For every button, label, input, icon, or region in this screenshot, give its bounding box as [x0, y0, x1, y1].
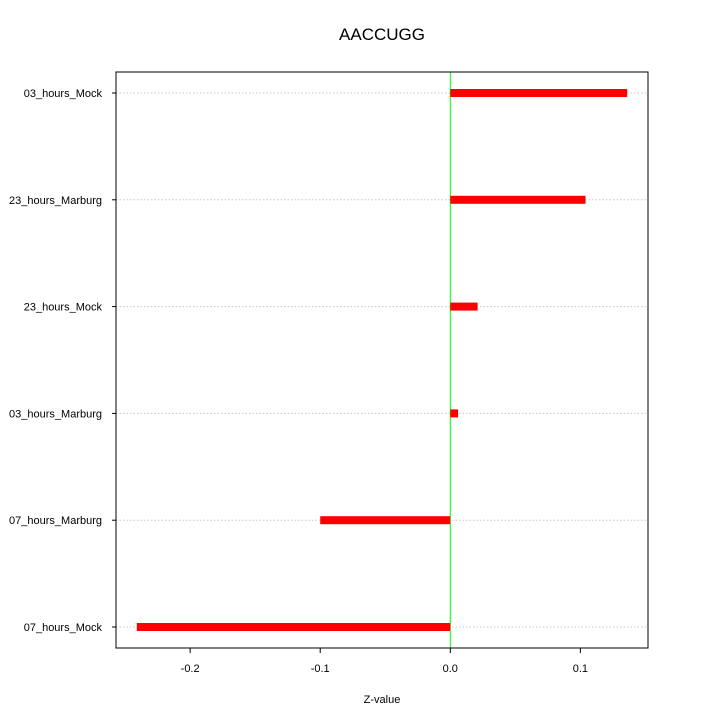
plot-frame [115, 71, 649, 649]
bar-03_hours_Mock [450, 89, 628, 97]
bar-23_hours_Marburg [450, 195, 586, 204]
grid-layer [116, 92, 648, 628]
category-label: 23_hours_Mock [24, 302, 103, 314]
bar-23_hours_Mock [450, 302, 478, 311]
x-tick-label: -0.2 [181, 663, 200, 675]
chart-title: AACCUGG [339, 25, 425, 44]
x-axis-title: Z-value [364, 694, 401, 706]
x-axis-ticks: -0.2 -0.1 0.0 0.1 [181, 648, 588, 675]
x-tick-label: 0.1 [573, 663, 588, 675]
bar-03_hours_Marburg [450, 409, 459, 418]
category-label: 03_hours_Mock [24, 88, 103, 100]
x-tick-label: -0.1 [311, 663, 330, 675]
bar-07_hours_Mock [136, 623, 451, 631]
category-label: 07_hours_Marburg [9, 515, 102, 527]
category-label: 03_hours_Marburg [9, 408, 102, 420]
x-tick-label: 0.0 [443, 663, 458, 675]
bar-layer [136, 89, 628, 631]
category-labels: 03_hours_Mock 23_hours_Marburg 23_hours_Mo… [9, 88, 116, 634]
category-label: 23_hours_Marburg [9, 195, 102, 207]
bar-07_hours_Marburg [320, 516, 451, 525]
category-label: 07_hours_Mock [24, 622, 103, 634]
